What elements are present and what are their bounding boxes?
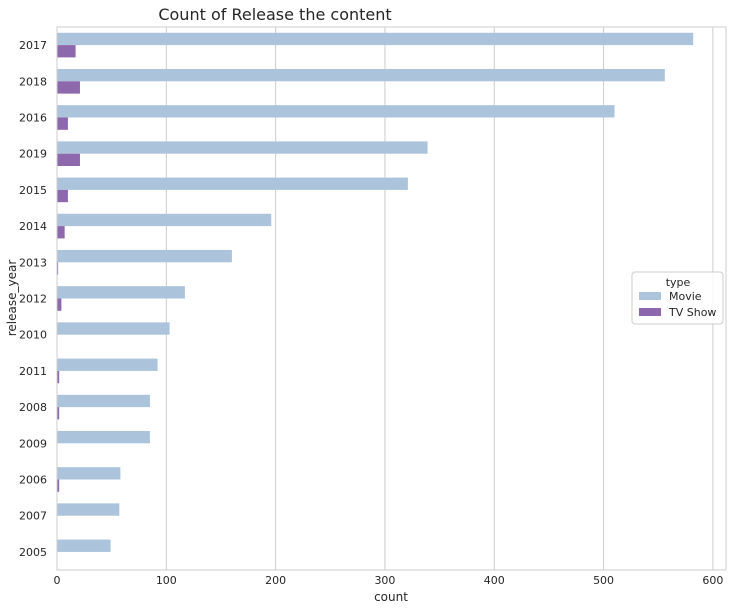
bar-tv-show <box>57 407 60 420</box>
bar-movie <box>57 467 121 480</box>
x-tick-label: 600 <box>702 574 723 587</box>
y-tick-label: 2011 <box>19 365 47 378</box>
chart-title: Count of Release the content <box>158 5 391 24</box>
x-tick-labels: 0 100 200 300 400 500 600 <box>54 574 724 587</box>
y-tick-label: 2016 <box>19 112 47 125</box>
legend-swatch-tv-show <box>639 308 661 316</box>
bar-movie <box>57 503 120 516</box>
bar-movie <box>57 105 615 118</box>
y-tick-label: 2013 <box>19 256 47 269</box>
legend-title: type <box>666 276 691 289</box>
plot-frame <box>56 26 727 571</box>
bar-tv-show <box>57 298 62 311</box>
legend-label-tv-show: TV Show <box>668 306 716 319</box>
y-tick-label: 2006 <box>19 474 47 487</box>
y-tick-label: 2018 <box>19 75 47 88</box>
bar-movie <box>57 358 158 371</box>
bar-tv-show <box>57 370 60 384</box>
bar-movie <box>57 32 694 46</box>
bar-movie <box>57 249 232 263</box>
legend-label-movie: Movie <box>669 290 702 303</box>
bar-movie <box>57 430 150 444</box>
y-tick-label: 2019 <box>19 148 47 161</box>
bar-movie <box>57 322 170 335</box>
bar-movie <box>57 213 272 227</box>
y-tick-label: 2005 <box>19 546 47 559</box>
x-tick-label: 0 <box>54 574 61 587</box>
bar-movie <box>57 68 665 82</box>
y-tick-label: 2010 <box>19 329 47 342</box>
y-tick-labels: 2017 2018 2016 2019 2015 2014 2013 2012 2010 2011… <box>19 39 47 559</box>
bar-tv-show <box>57 117 68 130</box>
y-tick-label: 2014 <box>19 220 47 233</box>
legend-swatch-movie <box>639 292 661 300</box>
bar-movie <box>57 394 150 408</box>
y-tick-label: 2007 <box>19 510 47 523</box>
y-tick-label: 2009 <box>19 437 47 450</box>
bar-tv-show <box>57 153 80 167</box>
bar-tv-show <box>57 81 80 94</box>
y-tick-label: 2015 <box>19 184 47 197</box>
x-tick-label: 100 <box>156 574 177 587</box>
bar-movie <box>57 177 408 190</box>
bar-movie <box>57 539 111 552</box>
legend: type Movie TV Show <box>631 271 724 325</box>
bar-tv-show <box>57 262 59 275</box>
bar-movie <box>57 141 428 154</box>
x-tick-label: 400 <box>484 574 505 587</box>
bar-tv-show <box>57 189 68 203</box>
bar-movie <box>57 286 185 299</box>
x-tick-label: 500 <box>593 574 614 587</box>
x-tick-label: 300 <box>374 574 395 587</box>
bar-tv-show <box>57 479 60 492</box>
y-tick-label: 2012 <box>19 293 47 306</box>
y-tick-label: 2008 <box>19 401 47 414</box>
x-tick-label: 200 <box>265 574 286 587</box>
y-tick-label: 2017 <box>19 39 47 52</box>
y-axis-label: release_year <box>5 260 19 337</box>
bars <box>57 32 694 552</box>
bar-tv-show <box>57 226 65 239</box>
bar-tv-show <box>57 45 76 58</box>
x-axis-label: count <box>374 590 408 604</box>
